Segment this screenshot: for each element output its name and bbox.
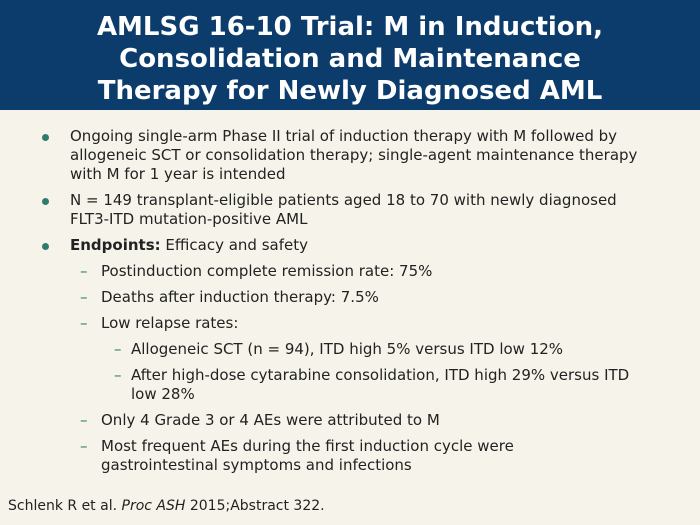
details: 2015;Abstract 322. bbox=[189, 498, 325, 514]
header: AMLSG 16-10 Trial: M in Induction, Consol… bbox=[0, 0, 700, 110]
bullet-item: Allogeneic SCT (n = 94), ITD high 5% ver… bbox=[0, 340, 656, 359]
bullet-text: After high-dose cytarabine consolidation… bbox=[131, 366, 630, 403]
bullet-text: Postinduction complete remission rate: 7… bbox=[101, 262, 433, 280]
bullet-item: After high-dose cytarabine consolidation… bbox=[0, 366, 656, 404]
bullet-label: Endpoints: bbox=[70, 236, 161, 254]
bullet-list: Allogeneic SCT (n = 94), ITD high 5% ver… bbox=[101, 340, 631, 404]
bullet-text: Most frequent AEs during the first induc… bbox=[101, 437, 514, 474]
bullet-item: Ongoing single-arm Phase II trial of ind… bbox=[0, 127, 660, 184]
citation: Schlenk R et al. Proc ASH 2015;Abstract … bbox=[8, 498, 325, 514]
bullet-text: Deaths after induction therapy: 7.5% bbox=[101, 288, 379, 306]
content: Ongoing single-arm Phase II trial of ind… bbox=[0, 127, 700, 482]
title-line: AMLSG 16-10 Trial: M in Induction, bbox=[96, 12, 604, 42]
bullet-item: Low relapse rates: Allogeneic SCT (n = 94… bbox=[0, 314, 631, 404]
bullet-item: Only 4 Grade 3 or 4 AEs were attributed … bbox=[0, 411, 631, 430]
author: Schlenk R et al. bbox=[8, 498, 118, 514]
bullet-text: N = 149 transplant-eligible patients age… bbox=[70, 191, 617, 228]
bullet-text: Efficacy and safety bbox=[165, 236, 308, 254]
bullet-item: Endpoints: Efficacy and safety Postinduct… bbox=[0, 236, 660, 475]
title-line: Therapy for Newly Diagnosed AML bbox=[97, 76, 603, 106]
bullet-text: Only 4 Grade 3 or 4 AEs were attributed … bbox=[101, 411, 440, 429]
bullet-list: Ongoing single-arm Phase II trial of ind… bbox=[0, 127, 700, 475]
bullet-item: Postinduction complete remission rate: 7… bbox=[0, 262, 631, 281]
journal: Proc ASH bbox=[121, 498, 186, 514]
bullet-item: Most frequent AEs during the first induc… bbox=[0, 437, 631, 475]
bullet-item: N = 149 transplant-eligible patients age… bbox=[0, 191, 660, 229]
bullet-text: Ongoing single-arm Phase II trial of ind… bbox=[70, 127, 638, 183]
bullet-item: Deaths after induction therapy: 7.5% bbox=[0, 288, 631, 307]
bullet-list: Postinduction complete remission rate: 7… bbox=[70, 262, 660, 475]
bullet-text: Allogeneic SCT (n = 94), ITD high 5% ver… bbox=[131, 340, 564, 358]
bullet-text: Low relapse rates: bbox=[101, 314, 239, 332]
title-line: Consolidation and Maintenance bbox=[119, 44, 581, 74]
